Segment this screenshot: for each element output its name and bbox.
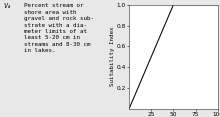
Text: Percent stream or
shore area with
gravel and rock sub-
strate with a dia-
meter : Percent stream or shore area with gravel…: [24, 3, 94, 53]
Y-axis label: Suitability Index: Suitability Index: [110, 27, 115, 86]
Text: V₄: V₄: [3, 3, 11, 9]
